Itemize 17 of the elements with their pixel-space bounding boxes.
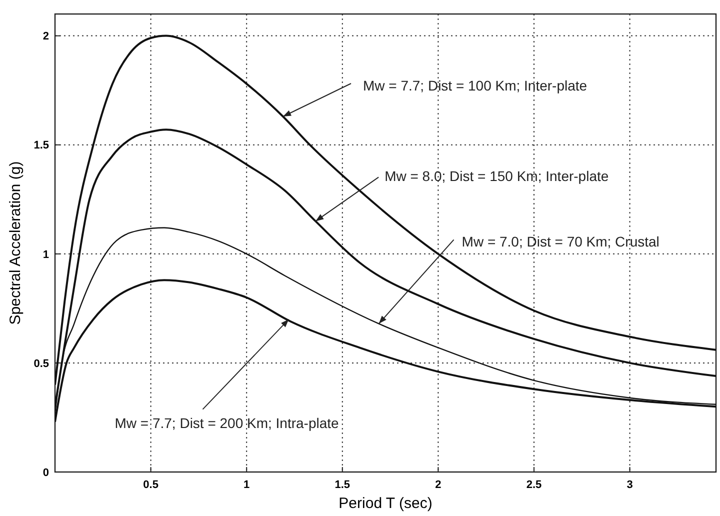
y-tick-label: 0.5 <box>34 358 49 370</box>
y-tick-label: 0 <box>42 466 49 479</box>
annotation: Mw = 7.7; Dist = 200 Km; Intra-plate <box>114 415 340 432</box>
x-axis-title: Period T (sec) <box>338 495 432 512</box>
y-tick-label: 1.5 <box>34 140 49 152</box>
x-tick-label: 1 <box>244 479 250 491</box>
x-tick-label: 0.5 <box>143 479 158 491</box>
x-tick-label: 3 <box>626 479 633 491</box>
annotation: Mw = 8.0; Dist = 150 Km; Inter-plate <box>384 168 609 184</box>
y-tick-label: 2 <box>42 30 49 43</box>
x-tick-label: 1.5 <box>334 479 350 491</box>
x-tick-label: 2 <box>435 479 442 491</box>
y-tick-label: 1 <box>42 248 49 261</box>
x-tick-label: 2.5 <box>526 479 542 491</box>
annotation: Mw = 7.7; Dist = 100 Km; Inter-plate <box>362 77 588 94</box>
annotation: Mw = 7.0; Dist = 70 Km; Crustal <box>462 234 660 250</box>
y-axis-title: Spectral Acceleration (g) <box>7 161 24 325</box>
